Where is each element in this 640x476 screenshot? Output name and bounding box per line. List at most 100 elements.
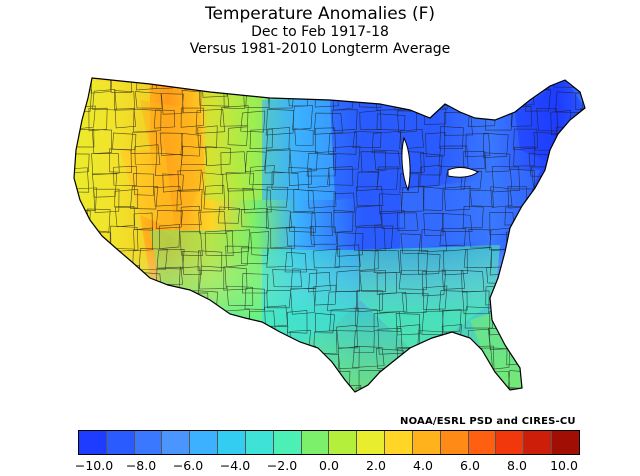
climate-division-border	[156, 328, 186, 353]
climate-division-border	[138, 248, 168, 271]
climate-division-border	[373, 149, 401, 170]
climate-division-border	[334, 244, 361, 268]
climate-division-border	[374, 389, 398, 392]
climate-division-border	[266, 246, 294, 268]
climate-division-border	[199, 265, 227, 290]
climate-division-border	[373, 78, 401, 93]
climate-division-border	[265, 108, 294, 136]
climate-division-border	[599, 247, 618, 264]
climate-division-border	[219, 105, 249, 127]
climate-division-border	[599, 393, 625, 414]
climate-division-border	[464, 87, 491, 108]
climate-division-border	[288, 167, 312, 187]
climate-division-border	[74, 153, 90, 174]
climate-division-border	[526, 231, 549, 256]
climate-division-border	[152, 368, 178, 388]
climate-division-border	[598, 309, 624, 326]
climate-division-border	[156, 248, 185, 270]
climate-division-border	[112, 132, 137, 150]
climate-division-border	[438, 290, 468, 312]
map-fill-layer	[74, 78, 628, 414]
climate-division-border	[335, 269, 361, 292]
climate-division-border	[134, 144, 161, 165]
climate-division-border	[536, 108, 559, 132]
climate-division-border	[241, 273, 269, 294]
climate-division-border	[94, 367, 116, 390]
climate-division-border	[134, 368, 158, 388]
climate-division-border	[373, 250, 401, 273]
climate-division-border	[156, 266, 184, 285]
climate-division-border	[398, 391, 424, 392]
climate-division-border	[574, 213, 585, 235]
climate-division-border	[353, 330, 375, 353]
climate-division-border	[88, 107, 108, 132]
map-subtitle-period: Dec to Feb 1917-18	[251, 24, 389, 40]
climate-division-border	[511, 106, 532, 127]
climate-division-border	[570, 365, 585, 390]
data-source-credit: NOAA/ESRL PSD and CIRES-CU	[400, 416, 576, 427]
color-legend-ticks: −10.0 −8.0 −6.0 −4.0 −2.0 0.0 2.0 4.0 6.0 8.0 10.0	[0, 458, 640, 474]
legend-tick-label: −6.0	[172, 458, 204, 473]
climate-division-border	[293, 345, 318, 365]
climate-division-border	[225, 172, 255, 192]
climate-division-border	[399, 173, 420, 194]
climate-division-border	[293, 188, 315, 212]
climate-division-border	[114, 206, 136, 228]
climate-division-border	[464, 306, 493, 329]
legend-tick-label: −2.0	[266, 458, 298, 473]
climate-division-border	[328, 132, 357, 155]
climate-division-border	[153, 185, 182, 207]
climate-division-border	[513, 128, 539, 151]
climate-division-border	[580, 130, 585, 156]
legend-color-cell	[357, 431, 386, 454]
climate-division-border	[286, 227, 315, 247]
climate-division-border	[532, 369, 557, 391]
climate-division-border	[378, 369, 404, 392]
climate-division-border	[575, 231, 585, 252]
climate-division-border	[506, 386, 529, 392]
region-southern-plains	[262, 250, 360, 342]
climate-division-border	[217, 206, 240, 224]
climate-division-border	[595, 172, 620, 194]
legend-tick-label: 10.0	[550, 458, 578, 473]
climate-division-border	[549, 351, 579, 375]
climate-division-border	[113, 165, 137, 187]
climate-division-border	[548, 327, 570, 350]
climate-division-border	[490, 186, 513, 208]
climate-division-border	[600, 373, 628, 397]
climate-division-border	[180, 349, 211, 376]
legend-color-cell	[162, 431, 191, 454]
climate-division-border	[109, 148, 132, 173]
climate-division-border	[224, 327, 253, 345]
climate-division-border	[512, 289, 534, 312]
climate-division-border	[532, 268, 555, 292]
climate-division-border	[183, 78, 210, 90]
climate-division-border	[401, 293, 429, 313]
legend-color-cell	[440, 431, 469, 454]
legend-tick-label: −4.0	[219, 458, 251, 473]
climate-division-border	[219, 390, 244, 392]
climate-division-border	[248, 165, 275, 186]
legend-color-cell	[134, 431, 163, 454]
climate-division-border	[578, 331, 585, 352]
climate-division-border	[442, 213, 473, 232]
climate-division-border	[400, 185, 425, 213]
climate-division-border	[333, 145, 361, 170]
climate-division-border	[379, 193, 402, 215]
climate-division-border	[107, 287, 135, 309]
climate-division-border	[439, 126, 464, 150]
climate-division-border	[442, 88, 467, 106]
climate-division-border	[398, 270, 427, 290]
climate-division-border	[549, 147, 573, 171]
climate-division-border	[266, 186, 289, 208]
climate-division-border	[202, 367, 230, 391]
climate-division-border	[316, 369, 337, 392]
climate-division-border	[359, 270, 386, 292]
climate-division-border	[132, 386, 154, 392]
climate-division-border	[526, 311, 550, 334]
climate-division-border	[423, 212, 444, 236]
climate-division-border	[177, 310, 206, 330]
climate-division-border	[199, 306, 220, 331]
climate-division-border	[90, 309, 119, 328]
climate-division-border	[107, 388, 136, 392]
